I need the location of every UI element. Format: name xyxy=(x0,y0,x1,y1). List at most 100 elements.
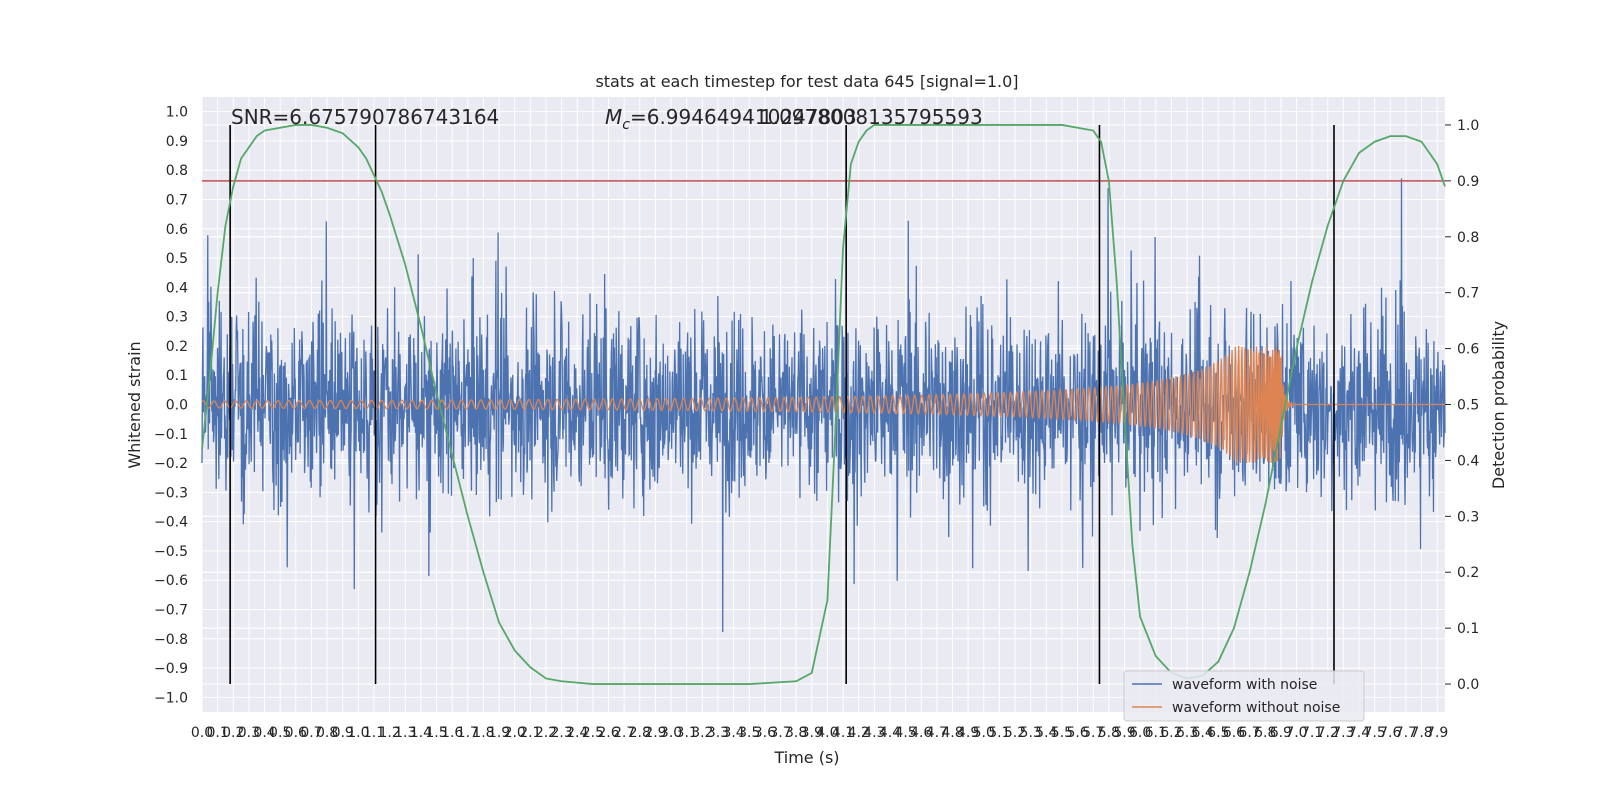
x-tick-label: 6.0 xyxy=(1129,725,1151,741)
x-tick-label: 5.0 xyxy=(973,725,995,741)
x-tick-label: 3.6 xyxy=(754,725,776,741)
y-tick-label: 0.6 xyxy=(166,222,188,238)
x-tick-label: 3.5 xyxy=(738,725,760,741)
x-tick-label: 0.0 xyxy=(191,725,213,741)
x-tick-label: 6.9 xyxy=(1270,725,1292,741)
x-tick-label: 1.0 xyxy=(347,725,369,741)
x-tick-label: 1.8 xyxy=(472,725,494,741)
y-tick-label: 0.0 xyxy=(166,398,188,414)
x-tick-label: 0.2 xyxy=(222,725,244,741)
x-tick-label: 5.4 xyxy=(1035,725,1057,741)
x-tick-label: 3.1 xyxy=(676,725,698,741)
y-right-tick-label: 0.9 xyxy=(1457,174,1479,190)
x-axis-label: Time (s) xyxy=(773,748,839,767)
x-tick-label: 1.1 xyxy=(363,725,385,741)
x-tick-label: 7.8 xyxy=(1410,725,1432,741)
y-tick-label: −0.7 xyxy=(154,603,188,619)
y-right-tick-label: 0.1 xyxy=(1457,621,1479,637)
x-tick-label: 6.8 xyxy=(1254,725,1276,741)
y-tick-label: −0.1 xyxy=(154,427,188,443)
y-tick-label: −0.9 xyxy=(154,661,188,677)
y-right-tick-label: 0.0 xyxy=(1457,677,1479,693)
y-tick-label: 0.9 xyxy=(166,134,188,150)
x-tick-label: 0.6 xyxy=(285,725,307,741)
x-tick-label: 2.0 xyxy=(504,725,526,741)
y-right-tick-label: 0.4 xyxy=(1457,453,1479,469)
x-tick-label: 0.7 xyxy=(300,725,322,741)
legend: waveform with noise waveform without noi… xyxy=(1123,670,1365,722)
x-tick-label: 2.3 xyxy=(550,725,572,741)
y-tick-label: 0.7 xyxy=(166,193,188,209)
x-tick-label: 7.5 xyxy=(1364,725,1386,741)
x-tick-label: 4.1 xyxy=(832,725,854,741)
y-right-tick-label: 0.5 xyxy=(1457,398,1479,414)
x-tick-label: 7.4 xyxy=(1348,725,1370,741)
series-detection-probability xyxy=(201,124,1446,685)
y-tick-label: −0.8 xyxy=(154,632,188,648)
x-tick-label: 4.2 xyxy=(848,725,870,741)
y-right-tick-label: 0.3 xyxy=(1457,509,1479,525)
x-tick-label: 7.0 xyxy=(1285,725,1307,741)
x-tick-label: 2.9 xyxy=(644,725,666,741)
x-tick-label: 6.1 xyxy=(1145,725,1167,741)
x-tick-label: 5.3 xyxy=(1020,725,1042,741)
y-tick-label: 0.5 xyxy=(166,251,188,267)
y-right-tick-label: 0.2 xyxy=(1457,565,1479,581)
x-tick-label: 4.9 xyxy=(957,725,979,741)
x-tick-label: 3.0 xyxy=(660,725,682,741)
x-tick-label: 1.3 xyxy=(394,725,416,741)
x-tick-label: 1.4 xyxy=(410,725,432,741)
x-tick-label: 6.4 xyxy=(1192,725,1214,741)
snr-annotation: SNR=6.675790786743164 xyxy=(231,105,499,129)
x-tick-label: 2.5 xyxy=(582,725,604,741)
y-tick-label: −0.6 xyxy=(154,573,188,589)
chart-title: stats at each timestep for test data 645… xyxy=(595,72,1018,91)
clean-waveform-path xyxy=(201,345,1445,464)
x-tick-label: 6.2 xyxy=(1160,725,1182,741)
y-tick-label: −1.0 xyxy=(154,690,188,706)
x-tick-label: 5.9 xyxy=(1113,725,1135,741)
x-tick-label: 0.8 xyxy=(316,725,338,741)
x-tick-label: 7.6 xyxy=(1379,725,1401,741)
y-right-axis-ticks: 0.0 0.1 0.2 0.3 0.4 0.5 0.6 0.7 0.8 0.9 1.0 xyxy=(1445,118,1479,693)
x-tick-label: 5.6 xyxy=(1066,725,1088,741)
y-tick-label: 0.3 xyxy=(166,310,188,326)
x-tick-label: 2.4 xyxy=(566,725,588,741)
x-tick-label: 2.7 xyxy=(613,725,635,741)
x-tick-label: 4.4 xyxy=(879,725,901,741)
y-right-axis-label: Detection probability xyxy=(1489,321,1508,489)
x-tick-label: 2.8 xyxy=(629,725,651,741)
y-axis-label: Whitened strain xyxy=(125,341,144,468)
x-tick-label: 2.6 xyxy=(597,725,619,741)
y-right-tick-label: 0.7 xyxy=(1457,286,1479,302)
x-tick-label: 0.5 xyxy=(269,725,291,741)
x-tick-label: 7.3 xyxy=(1332,725,1354,741)
x-tick-label: 2.1 xyxy=(519,725,541,741)
x-tick-label: 5.2 xyxy=(1004,725,1026,741)
x-tick-label: 3.9 xyxy=(801,725,823,741)
y-right-tick-label: 0.8 xyxy=(1457,230,1479,246)
y-tick-label: 0.4 xyxy=(166,280,188,296)
x-tick-label: 1.2 xyxy=(378,725,400,741)
x-tick-label: 7.7 xyxy=(1395,725,1417,741)
y-tick-label: −0.2 xyxy=(154,456,188,472)
y-axis-ticks: −1.0 −0.9 −0.8 −0.7 −0.6 −0.5 −0.4 −0.3 −0.2 −0.1… xyxy=(154,105,188,707)
x-tick-label: 7.1 xyxy=(1301,725,1323,741)
probability-path xyxy=(201,124,1446,685)
legend-label-noise: waveform with noise xyxy=(1172,677,1317,693)
x-tick-label: 7.9 xyxy=(1426,725,1448,741)
y-tick-label: 0.2 xyxy=(166,339,188,355)
y-tick-label: 0.1 xyxy=(166,368,188,384)
y-right-tick-label: 0.6 xyxy=(1457,342,1479,358)
x-tick-label: 4.3 xyxy=(863,725,885,741)
x-tick-label: 0.9 xyxy=(332,725,354,741)
x-tick-label: 1.6 xyxy=(441,725,463,741)
x-tick-label: 5.7 xyxy=(1082,725,1104,741)
x-tick-label: 0.4 xyxy=(253,725,275,741)
series-waveform-without-noise xyxy=(201,345,1445,464)
y-tick-label: −0.4 xyxy=(154,515,188,531)
x-tick-label: 2.2 xyxy=(535,725,557,741)
x-tick-label: 0.3 xyxy=(238,725,260,741)
x-tick-label: 1.5 xyxy=(425,725,447,741)
